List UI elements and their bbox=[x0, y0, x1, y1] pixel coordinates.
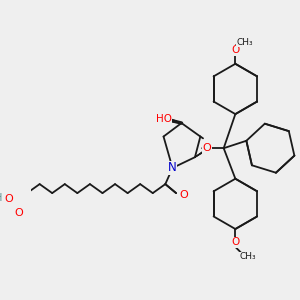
Text: N: N bbox=[168, 161, 177, 175]
Text: O: O bbox=[5, 194, 14, 204]
Text: O: O bbox=[202, 143, 211, 153]
Text: O: O bbox=[179, 190, 188, 200]
Text: HO: HO bbox=[155, 115, 172, 124]
Text: CH₃: CH₃ bbox=[236, 38, 253, 47]
Polygon shape bbox=[195, 148, 208, 157]
Text: O: O bbox=[15, 208, 23, 218]
Text: O: O bbox=[231, 238, 239, 248]
Text: CH₃: CH₃ bbox=[240, 252, 256, 261]
Text: H: H bbox=[0, 194, 2, 203]
Text: O: O bbox=[231, 45, 239, 55]
